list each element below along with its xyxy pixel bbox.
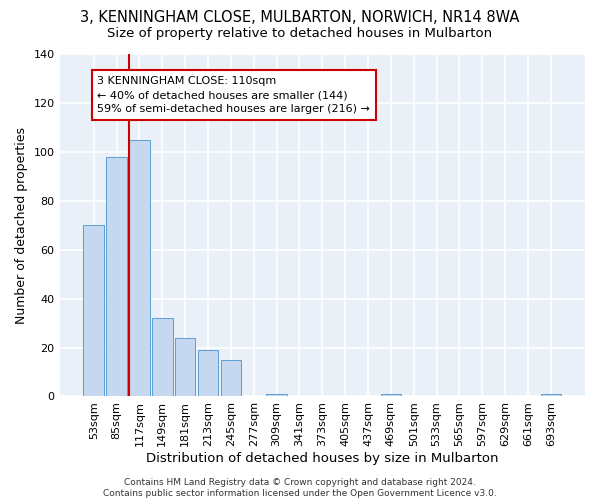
X-axis label: Distribution of detached houses by size in Mulbarton: Distribution of detached houses by size … [146,452,499,465]
Bar [129,140,150,396]
Text: Size of property relative to detached houses in Mulbarton: Size of property relative to detached ho… [107,28,493,40]
Bar [106,156,127,396]
Bar [380,394,401,396]
Bar [175,338,196,396]
Text: 3 KENNINGHAM CLOSE: 110sqm
← 40% of detached houses are smaller (144)
59% of sem: 3 KENNINGHAM CLOSE: 110sqm ← 40% of deta… [97,76,370,114]
Bar [221,360,241,397]
Bar [83,225,104,396]
Bar [152,318,173,396]
Bar [266,394,287,396]
Text: 3, KENNINGHAM CLOSE, MULBARTON, NORWICH, NR14 8WA: 3, KENNINGHAM CLOSE, MULBARTON, NORWICH,… [80,10,520,25]
Bar [198,350,218,397]
Bar [541,394,561,396]
Y-axis label: Number of detached properties: Number of detached properties [15,126,28,324]
Text: Contains HM Land Registry data © Crown copyright and database right 2024.
Contai: Contains HM Land Registry data © Crown c… [103,478,497,498]
